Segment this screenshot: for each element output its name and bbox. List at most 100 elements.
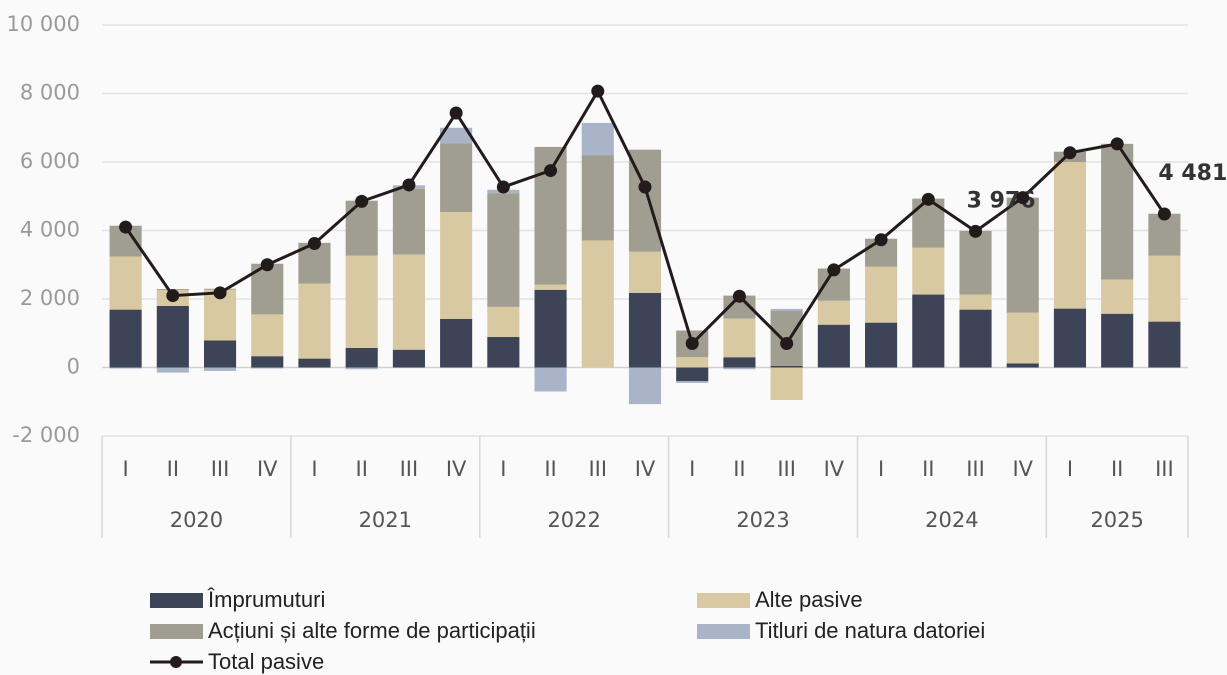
bar-segment [959, 294, 992, 310]
bar-segment [1101, 313, 1134, 368]
bar-segment [487, 337, 520, 368]
total-point [260, 258, 274, 272]
total-point [780, 337, 794, 351]
total-point [496, 180, 510, 194]
bar-segment [865, 266, 898, 323]
total-point [402, 178, 416, 192]
x-tick-label: IV [1012, 457, 1033, 481]
bar-segment [203, 340, 237, 368]
bar-segment [723, 367, 756, 370]
bar-segment [581, 240, 614, 368]
bar-segment [628, 251, 662, 293]
bar-segment [440, 318, 473, 368]
bar-segment [628, 292, 662, 368]
bar-segment [817, 324, 850, 368]
total-point [921, 192, 935, 206]
x-tick-label: III [1155, 457, 1174, 481]
x-tick-label: IV [257, 457, 278, 481]
bar-segment [676, 357, 709, 368]
total-point [355, 194, 369, 208]
x-tick-label: III [588, 457, 607, 481]
total-point [1016, 191, 1030, 205]
legend-swatch [697, 624, 750, 639]
total-point [166, 289, 180, 303]
y-tick-label: -2 000 [12, 423, 80, 447]
bar-segment [676, 381, 709, 383]
total-point [685, 337, 699, 351]
legend-label: Total pasive [208, 649, 324, 674]
y-tick-label: 10 000 [7, 12, 80, 36]
bar-segment [723, 357, 756, 368]
bar-segment [298, 358, 331, 368]
bar-segment [1006, 312, 1039, 364]
bar-segment [534, 284, 567, 290]
bar-segment [1101, 143, 1134, 280]
bar-segment [959, 309, 992, 368]
bar-segment [676, 367, 709, 382]
x-tick-label: I [500, 457, 506, 481]
x-tick-label: II [922, 457, 934, 481]
y-tick-label: 6 000 [20, 149, 80, 173]
bar-segment [345, 255, 378, 348]
bar-segment [345, 367, 378, 370]
bar-segment [723, 295, 756, 319]
bar-segment [581, 122, 614, 156]
x-group-label: 2025 [1090, 508, 1143, 532]
total-point [119, 220, 133, 234]
x-tick-label: IV [824, 457, 845, 481]
x-tick-label: II [167, 457, 179, 481]
total-point [969, 224, 983, 238]
bar-segment [345, 200, 378, 256]
bar-segment [345, 347, 378, 368]
x-tick-label: III [966, 457, 985, 481]
bar-segment [298, 283, 331, 359]
x-group-label: 2020 [170, 508, 223, 532]
x-tick-label: III [400, 457, 419, 481]
total-point [874, 233, 888, 247]
x-tick-label: I [878, 457, 884, 481]
x-group-label: 2021 [359, 508, 412, 532]
bar-segment [203, 367, 237, 371]
x-tick-label: II [544, 457, 556, 481]
legend-swatch [150, 593, 203, 608]
bar-segment [487, 193, 520, 307]
bar-segment [534, 367, 567, 392]
total-point [638, 180, 652, 194]
bar-segment [440, 127, 473, 144]
bar-segment [156, 367, 189, 373]
bar-segment [251, 314, 284, 357]
bar-segment [628, 367, 662, 405]
bar-segment [392, 188, 425, 255]
bar-segment [1006, 363, 1039, 368]
bar-segment [912, 294, 945, 368]
bar-segment [770, 365, 803, 368]
legend-label: Împrumuturi [207, 587, 325, 612]
bar-segment [440, 143, 473, 213]
x-tick-label: IV [635, 457, 656, 481]
bar-segment [817, 300, 850, 325]
total-point [732, 289, 746, 303]
legend-label: Alte pasive [755, 587, 863, 612]
x-tick-label: III [211, 457, 230, 481]
bar-segment [109, 256, 142, 310]
y-tick-label: 8 000 [20, 81, 80, 105]
bar-segment [912, 247, 945, 295]
bar-segment [770, 308, 803, 311]
x-tick-label: I [311, 457, 317, 481]
bar-segment [109, 367, 142, 369]
x-tick-label: I [1067, 457, 1073, 481]
x-tick-label: I [689, 457, 695, 481]
total-point [1157, 207, 1171, 221]
legend-swatch [150, 624, 203, 639]
bar-segment [581, 155, 614, 241]
total-point [591, 84, 605, 98]
bar-segment [770, 367, 803, 401]
bar-segment [487, 306, 520, 338]
legend-label: Acțiuni și alte forme de participații [208, 618, 536, 643]
x-group-label: 2022 [547, 508, 600, 532]
legend-swatch [697, 593, 750, 608]
y-tick-label: 0 [67, 355, 80, 379]
bar-segment [392, 254, 425, 350]
x-group-label: 2024 [925, 508, 978, 532]
bar-segment [1006, 197, 1039, 313]
